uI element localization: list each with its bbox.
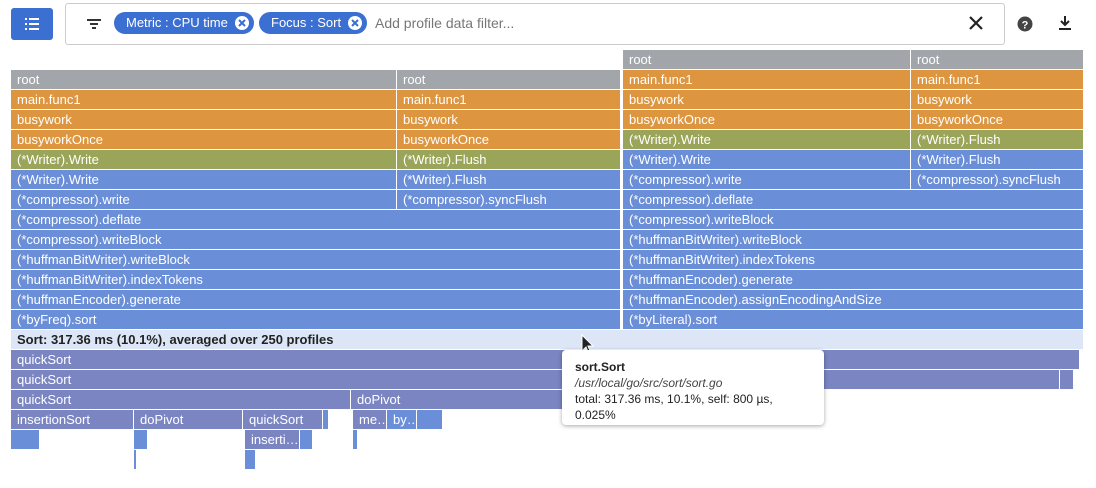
frame[interactable]: (*huffmanEncoder).generate [623, 270, 1084, 289]
tooltip-title: sort.Sort [575, 360, 626, 374]
frame[interactable] [300, 430, 313, 449]
chip-remove[interactable] [347, 15, 363, 31]
frame[interactable] [323, 410, 329, 429]
frame[interactable]: (*huffmanBitWriter).writeBlock [623, 230, 1084, 249]
frame[interactable]: (*Writer).Flush [911, 130, 1084, 149]
frame[interactable]: (*compressor).writeBlock [11, 230, 621, 249]
filter-placeholder[interactable]: Add profile data filter... [375, 15, 515, 31]
download-button[interactable] [1055, 13, 1075, 33]
frame[interactable]: (*compressor).write [623, 170, 911, 189]
frame[interactable]: main.func1 [397, 90, 621, 109]
frame[interactable]: inserti… [245, 430, 300, 449]
frame[interactable]: (*byLiteral).sort [623, 310, 1084, 329]
frame[interactable]: (*compressor).write [11, 190, 397, 209]
frame[interactable]: busywork [11, 110, 397, 129]
chip-label: Focus : Sort [271, 15, 342, 30]
frame[interactable] [417, 410, 443, 429]
frame[interactable]: (*compressor).writeBlock [623, 210, 1084, 229]
frame[interactable]: (*Writer).Write [623, 150, 911, 169]
frame[interactable]: (*huffmanEncoder).assignEncodingAndSize [623, 290, 1084, 309]
chip-remove[interactable] [234, 15, 250, 31]
frame[interactable]: root [11, 70, 397, 89]
frame[interactable]: main.func1 [911, 70, 1084, 89]
frame[interactable]: quickSort [243, 410, 323, 429]
frame[interactable]: me… [353, 410, 387, 429]
frame[interactable]: (*Writer).Write [623, 130, 911, 149]
frame[interactable]: main.func1 [11, 90, 397, 109]
frame[interactable]: (*huffmanBitWriter).writeBlock [11, 250, 621, 269]
frame[interactable]: root [623, 50, 911, 69]
filter-chip[interactable]: Metric : CPU time [114, 12, 254, 34]
frame[interactable]: (*compressor).deflate [11, 210, 621, 229]
tooltip-path: /usr/local/go/src/sort/sort.go [575, 376, 723, 390]
frame[interactable]: (*Writer).Flush [397, 170, 621, 189]
frame[interactable]: (*huffmanBitWriter).indexTokens [623, 250, 1084, 269]
list-icon [25, 18, 39, 30]
frame[interactable] [134, 450, 137, 469]
frame[interactable] [134, 430, 148, 449]
clear-button[interactable] [966, 13, 986, 33]
frame[interactable]: (*Writer).Flush [397, 150, 621, 169]
frame[interactable]: quickSort [11, 350, 1080, 369]
frame[interactable]: (*compressor).syncFlush [911, 170, 1084, 189]
frame[interactable]: busyworkOnce [397, 130, 621, 149]
filter-icon [87, 19, 101, 29]
frame[interactable]: busywork [911, 90, 1084, 109]
help-button[interactable]: ? [1015, 14, 1035, 34]
frame[interactable] [11, 430, 40, 449]
frame[interactable]: doPivot [134, 410, 243, 429]
frame[interactable]: quickSort [11, 370, 1060, 389]
frame[interactable]: (*compressor).deflate [623, 190, 1084, 209]
frame[interactable]: (*huffmanEncoder).generate [11, 290, 621, 309]
frame[interactable]: (*byFreq).sort [11, 310, 621, 329]
frame[interactable]: busywork [397, 110, 621, 129]
filter-box[interactable] [65, 3, 1005, 45]
frame[interactable] [245, 450, 256, 469]
tooltip: sort.Sort /usr/local/go/src/sort/sort.go… [562, 350, 824, 425]
frame[interactable]: (*compressor).syncFlush [397, 190, 621, 209]
frame[interactable] [1060, 370, 1074, 389]
focus-bar: Sort: 317.36 ms (10.1%), averaged over 2… [11, 330, 1084, 349]
frame[interactable]: by… [387, 410, 417, 429]
frame[interactable]: root [911, 50, 1084, 69]
frame[interactable]: (*huffmanBitWriter).indexTokens [11, 270, 621, 289]
frame[interactable]: quickSort [11, 390, 351, 409]
frame[interactable]: (*Writer).Flush [911, 150, 1084, 169]
frame[interactable]: insertionSort [11, 410, 134, 429]
frame[interactable]: (*Writer).Write [11, 150, 397, 169]
frame[interactable]: (*Writer).Write [11, 170, 397, 189]
frame[interactable] [353, 430, 358, 449]
frame[interactable]: busywork [623, 90, 911, 109]
frame[interactable]: root [397, 70, 621, 89]
frame[interactable]: main.func1 [623, 70, 911, 89]
frame[interactable]: busyworkOnce [11, 130, 397, 149]
tooltip-stats: total: 317.36 ms, 10.1%, self: 800 µs, 0… [575, 392, 773, 422]
menu-button[interactable] [11, 8, 53, 40]
svg-text:?: ? [1022, 20, 1029, 32]
chip-label: Metric : CPU time [126, 15, 228, 30]
frame[interactable]: busyworkOnce [623, 110, 911, 129]
frame[interactable]: busyworkOnce [911, 110, 1084, 129]
filter-chip[interactable]: Focus : Sort [259, 12, 368, 34]
